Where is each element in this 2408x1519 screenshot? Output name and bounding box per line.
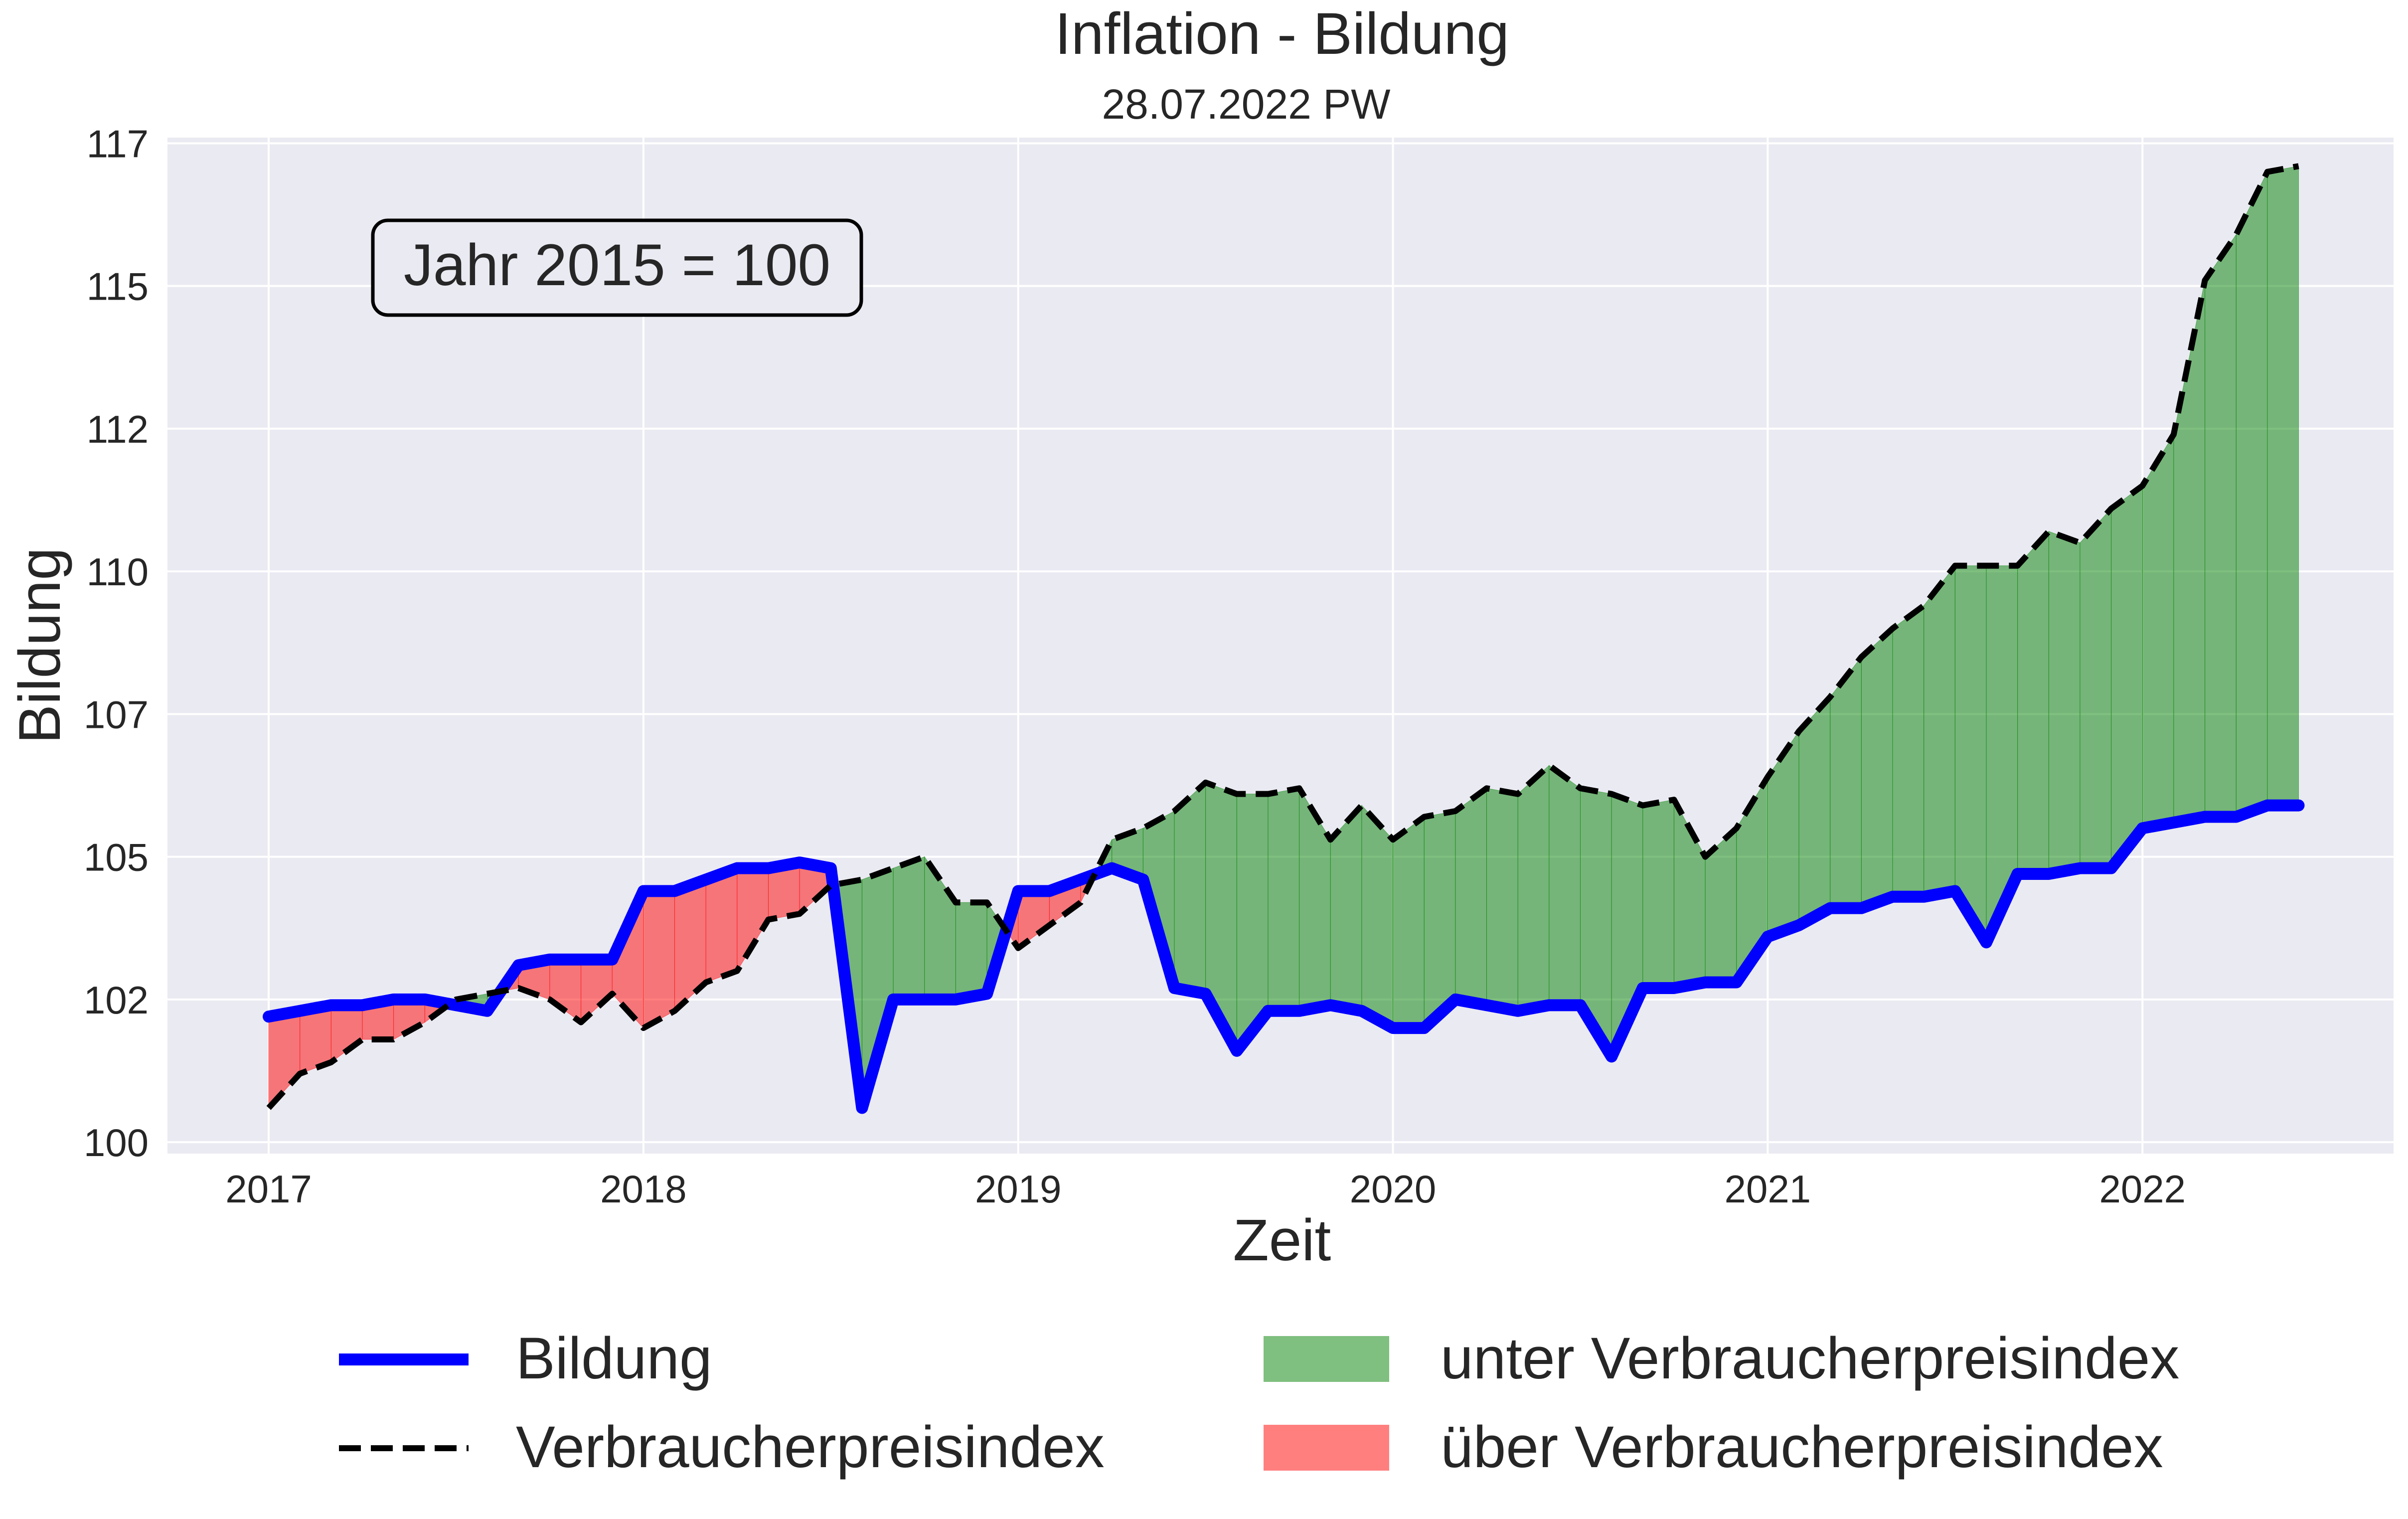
fill-segment [643,890,675,1028]
fill-segment [1861,628,1893,909]
area-fills [268,166,2299,1109]
fill-segment [705,867,738,983]
legend-label-bildung: Bildung [516,1326,712,1391]
y-tick-label: 100 [84,1121,149,1165]
fill-segment [1455,788,1487,1006]
x-axis-label: Zeit [1233,1207,1331,1273]
series-line-verbraucherpreisindex [266,163,2299,1110]
annotation-text: Jahr 2015 = 100 [404,232,830,298]
y-tick-label: 105 [84,836,149,879]
fill-segment [1486,788,1518,1012]
legend-entry-unter: unter Verbraucherpreisindex [1264,1326,2179,1391]
annotation-box: Jahr 2015 = 100 [371,218,863,317]
y-tick-labels: 100 102 105 107 110 112 115 117 [84,122,149,1165]
chart-title: Inflation - Bildung [1055,1,1509,67]
legend-swatch-ueber [1264,1425,1389,1471]
fill-segment [1642,799,1674,989]
y-axis-label: Bildung [7,547,73,744]
fill-segment [1549,765,1581,1006]
x-tick-label: 2017 [225,1167,312,1211]
fill-segment [2111,485,2143,869]
fill-segment [2267,166,2299,806]
fill-segment [893,856,925,1000]
fill-segment [1174,782,1206,995]
fill-segment [1830,656,1862,909]
fill-segment [1892,605,1925,897]
y-tick-label: 102 [84,978,149,1022]
fill-segment [2017,530,2049,874]
x-tick-label: 2021 [1725,1167,1811,1211]
x-tick-label: 2022 [2099,1167,2186,1211]
annotation-frame [371,218,863,317]
legend-label-unter: unter Verbraucherpreisindex [1441,1326,2179,1391]
x-tick-label: 2019 [975,1167,1062,1211]
y-tick-label: 117 [87,122,149,166]
fill-segment [2142,433,2174,829]
y-tick-label: 107 [84,692,149,736]
fill-segment [1517,765,1550,1012]
x-tick-label: 2020 [1350,1167,1437,1211]
fill-segment [1268,788,1300,1012]
series-lines [263,163,2305,1114]
y-tick-label: 115 [87,265,149,309]
series-line-bildung [263,799,2305,1114]
fill-segment [2080,507,2112,869]
fill-segment [2205,234,2237,817]
legend-entry-bildung: Bildung [339,1326,712,1391]
legend-entry-ueber: über Verbraucherpreisindex [1264,1414,2163,1480]
legend-entry-verbraucherpreisindex: Verbraucherpreisindex [339,1414,1105,1480]
y-tick-label: 112 [87,407,149,451]
fill-segment [2236,171,2268,818]
fill-segment [2048,531,2081,874]
fill-segment [1924,565,1955,897]
x-tick-labels: 2017 2018 2019 2020 2021 2022 [225,1167,2186,1211]
legend-label-verbraucherpreisindex: Verbraucherpreisindex [516,1414,1105,1480]
x-tick-label: 2018 [600,1167,687,1211]
fill-segment [1954,565,1987,944]
legend-swatch-unter [1264,1336,1389,1382]
plot-area [167,138,2394,1154]
fill-segment [955,902,987,1000]
chart-subtitle: 28.07.2022 PW [1102,81,1390,128]
y-tick-label: 110 [87,550,149,594]
fill-segment [1424,811,1456,1029]
legend: Bildung Verbraucherpreisindex unter Verb… [339,1326,2179,1480]
fill-segment [1798,696,1831,926]
legend-label-ueber: über Verbraucherpreisindex [1441,1414,2163,1480]
fill-segment [1393,816,1425,1028]
